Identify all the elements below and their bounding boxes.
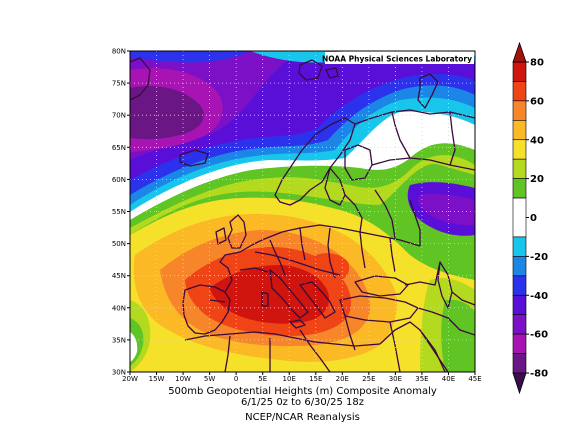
colorbar-bin	[512, 353, 527, 374]
latitude-label: 35N	[112, 336, 126, 344]
colorbar-bin	[512, 158, 527, 179]
colorbar-label: -80	[530, 369, 548, 380]
colorbar-extend-max	[512, 41, 527, 63]
longitude-label: 40E	[442, 375, 455, 383]
coastlines	[130, 57, 475, 372]
colorbar-label: 0	[530, 213, 537, 224]
longitude-label: 15E	[309, 375, 322, 383]
longitude-label: 10W	[175, 375, 191, 383]
anomaly-field	[130, 51, 475, 372]
longitude-label: 5W	[204, 375, 215, 383]
longitude-label: 10E	[283, 375, 296, 383]
graticule-grid	[130, 51, 475, 372]
colorbar-bin	[512, 333, 527, 354]
latitude-labels: 30N 35N 40N 45N 50N 55N 60N 65N 70N 75N 80N	[112, 48, 130, 377]
latitude-label: 45N	[112, 272, 126, 280]
latitude-label: 80N	[112, 48, 126, 56]
latitude-label: 30N	[112, 369, 126, 377]
longitude-label: 45E	[468, 375, 481, 383]
latitude-label: 65N	[112, 144, 126, 152]
colorbar-bin	[512, 178, 527, 199]
colorbar-label: -20	[530, 252, 548, 263]
latitude-label: 70N	[112, 112, 126, 120]
latitude-label: 40N	[112, 304, 126, 312]
colorbar-bin	[512, 197, 527, 238]
colorbar-bin	[512, 314, 527, 335]
colorbar	[512, 41, 527, 395]
colorbar-bin	[512, 139, 527, 160]
longitude-labels: 20W 15W 10W 5W 0 5E 10E 15E 20E 25E 30E 35E 40E 45E	[122, 372, 482, 383]
latitude-label: 75N	[112, 80, 126, 88]
caption-date-range: 6/1/25 0z to 6/30/25 18z	[240, 397, 365, 408]
latitude-label: 50N	[112, 240, 126, 248]
latitude-label: 55N	[112, 208, 126, 216]
longitude-label: 20W	[122, 375, 138, 383]
longitude-label: 25E	[362, 375, 375, 383]
longitude-label: 5E	[258, 375, 267, 383]
longitude-label: 0	[234, 375, 238, 383]
longitude-label: 30E	[389, 375, 402, 383]
colorbar-label: -60	[530, 330, 548, 341]
colorbar-bin	[512, 120, 527, 141]
colorbar-extend-min	[512, 372, 527, 395]
latitude-label: 60N	[112, 176, 126, 184]
colorbar-bin	[512, 81, 527, 102]
colorbar-label: 60	[530, 96, 544, 107]
longitude-label: 35E	[415, 375, 428, 383]
colorbar-bin	[512, 294, 527, 315]
colorbar-bin	[512, 100, 527, 121]
longitude-label: 15W	[149, 375, 165, 383]
longitude-label: 20E	[336, 375, 349, 383]
caption-variable: 500mb Geopotential Heights (m) Composite…	[168, 386, 437, 397]
colorbar-label: 40	[530, 135, 544, 146]
colorbar-label: 80	[530, 58, 544, 69]
colorbar-bin	[512, 275, 527, 296]
colorbar-label: 20	[530, 174, 544, 185]
colorbar-label: -40	[530, 291, 548, 302]
caption-dataset: NCEP/NCAR Reanalysis	[245, 412, 360, 423]
colorbar-labels: 80 60 40 20 0 -20 -40 -60 -80	[526, 58, 548, 380]
colorbar-bin	[512, 61, 527, 82]
colorbar-bin	[512, 256, 527, 277]
credit-label: NOAA Physical Sciences Laboratory	[322, 55, 472, 64]
credit-box	[325, 52, 474, 64]
colorbar-bin	[512, 236, 527, 257]
